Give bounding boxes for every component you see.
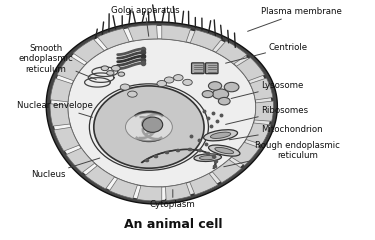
Polygon shape — [98, 28, 129, 49]
Ellipse shape — [126, 113, 172, 141]
Circle shape — [128, 91, 137, 97]
Ellipse shape — [215, 147, 234, 154]
Polygon shape — [50, 104, 70, 126]
Polygon shape — [231, 142, 260, 165]
Text: Lysosome: Lysosome — [231, 81, 303, 98]
Text: Smooth
endoplasmic
reticulum: Smooth endoplasmic reticulum — [18, 44, 96, 79]
Text: Mitochondrion: Mitochondrion — [229, 125, 322, 140]
Polygon shape — [212, 160, 242, 183]
Text: Cytoplasm: Cytoplasm — [150, 190, 196, 209]
FancyBboxPatch shape — [206, 63, 218, 74]
Circle shape — [224, 82, 239, 92]
Text: Nuclear envelope: Nuclear envelope — [16, 101, 93, 117]
Polygon shape — [190, 30, 222, 51]
Text: Rough endoplasmic
reticulum: Rough endoplasmic reticulum — [224, 141, 340, 167]
Circle shape — [120, 84, 130, 90]
Circle shape — [209, 82, 222, 90]
FancyBboxPatch shape — [192, 63, 204, 74]
Ellipse shape — [194, 154, 222, 162]
Polygon shape — [137, 186, 162, 201]
Ellipse shape — [209, 145, 240, 156]
Polygon shape — [51, 26, 272, 200]
Polygon shape — [250, 78, 273, 100]
Text: Plasma membrane: Plasma membrane — [248, 7, 342, 31]
Polygon shape — [216, 41, 247, 64]
Circle shape — [183, 79, 192, 85]
Ellipse shape — [142, 117, 163, 132]
Polygon shape — [85, 166, 114, 189]
Ellipse shape — [204, 130, 237, 141]
Circle shape — [101, 66, 108, 71]
Polygon shape — [246, 123, 271, 144]
Ellipse shape — [210, 132, 231, 138]
Circle shape — [202, 91, 213, 98]
Polygon shape — [190, 174, 218, 195]
Polygon shape — [51, 26, 165, 200]
Circle shape — [164, 77, 174, 83]
Polygon shape — [50, 78, 72, 102]
Polygon shape — [54, 127, 80, 151]
Text: Centriole: Centriole — [226, 42, 308, 63]
Circle shape — [106, 71, 114, 75]
Polygon shape — [57, 56, 85, 81]
Circle shape — [118, 72, 124, 76]
Polygon shape — [165, 183, 191, 201]
Polygon shape — [66, 148, 94, 173]
Polygon shape — [46, 22, 278, 204]
Circle shape — [213, 89, 229, 99]
Circle shape — [174, 75, 183, 81]
Circle shape — [157, 80, 166, 87]
Polygon shape — [128, 25, 158, 41]
Polygon shape — [68, 39, 256, 187]
Text: Golgi apparatus: Golgi apparatus — [111, 6, 180, 36]
Text: An animal cell: An animal cell — [123, 218, 222, 231]
Circle shape — [218, 97, 230, 105]
Ellipse shape — [94, 86, 204, 168]
Polygon shape — [254, 101, 273, 121]
Circle shape — [111, 66, 120, 71]
Polygon shape — [110, 178, 137, 198]
Text: Nucleus: Nucleus — [31, 158, 100, 179]
Polygon shape — [73, 39, 104, 63]
Ellipse shape — [200, 156, 216, 160]
Text: Ribosomes: Ribosomes — [226, 106, 308, 124]
Polygon shape — [162, 25, 190, 42]
Polygon shape — [236, 58, 265, 81]
